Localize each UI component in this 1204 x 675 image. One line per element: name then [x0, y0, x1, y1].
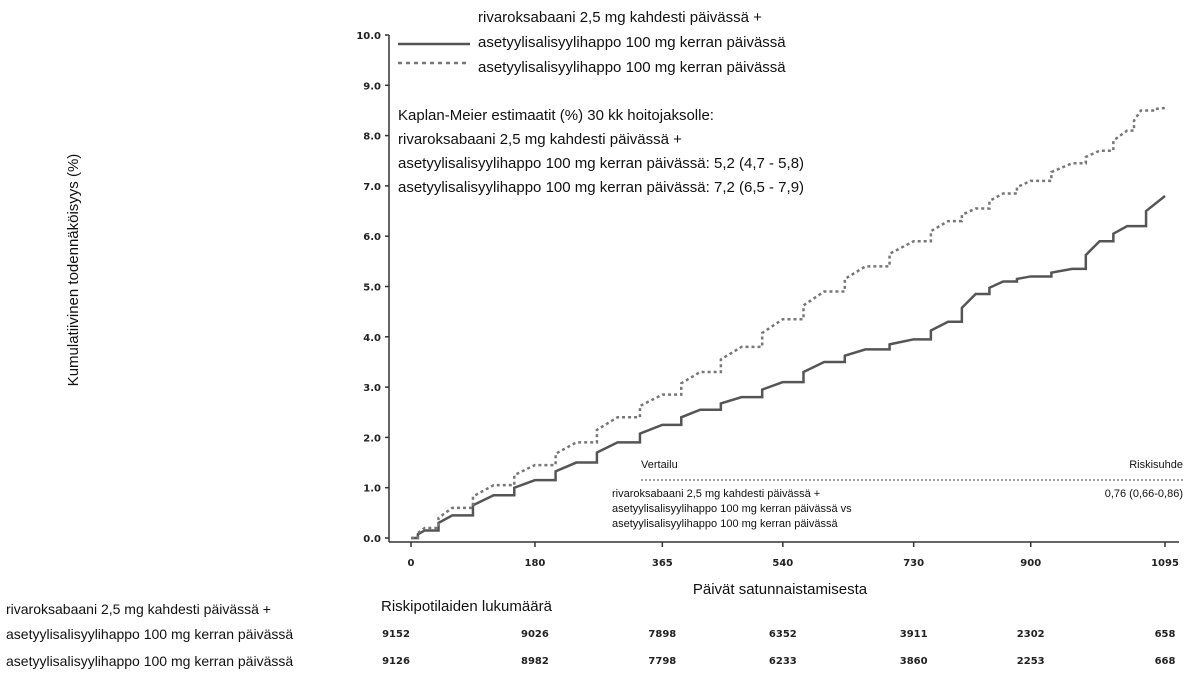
x-tick-label: 900	[1020, 558, 1041, 569]
km-line-2: rivaroksabaani 2,5 mg kahdesti päivässä …	[398, 131, 682, 148]
risk-table-title: Riskipotilaiden lukumäärä	[381, 598, 553, 615]
series-line-asa	[411, 106, 1166, 540]
risk-row-1-label-line1: rivaroksabaani 2,5 mg kahdesti päivässä …	[6, 601, 271, 617]
risk-value: 8982	[521, 656, 549, 667]
y-tick-label: 7.0	[363, 182, 381, 193]
km-line-1: Kaplan-Meier estimaatit (%) 30 kk hoitoj…	[398, 107, 714, 124]
y-tick-label: 10.0	[356, 31, 381, 42]
comparison-line-2: asetyylisalisyylihappo 100 mg kerran päi…	[612, 503, 852, 515]
risk-value: 9152	[382, 629, 410, 640]
risk-table: Riskipotilaiden lukumäärä rivaroksabaani…	[6, 598, 1175, 669]
x-tick-label: 730	[903, 558, 924, 569]
risk-value: 2302	[1017, 629, 1045, 640]
risk-value: 7798	[648, 656, 676, 667]
y-tick-label: 6.0	[363, 232, 381, 243]
hr-value: 0,76 (0,66-0,86)	[1105, 488, 1183, 500]
km-line-4: asetyylisalisyylihappo 100 mg kerran päi…	[398, 179, 804, 196]
y-tick-label: 0.0	[363, 534, 381, 545]
y-tick-label: 3.0	[363, 383, 381, 394]
hr-header: Riskisuhde	[1129, 459, 1183, 471]
legend-entry-1-line1: rivaroksabaani 2,5 mg kahdesti päivässä …	[478, 9, 762, 26]
comparison-line-1: rivaroksabaani 2,5 mg kahdesti päivässä …	[612, 488, 820, 500]
x-tick-label: 180	[525, 558, 546, 569]
x-ticks: 0 180 365 540 730 900 1095	[408, 542, 1179, 569]
x-tick-label: 540	[772, 558, 793, 569]
series-line-rivaroxaban-asa	[411, 194, 1166, 540]
risk-row-2-label: asetyylisalisyylihappo 100 mg kerran päi…	[6, 653, 293, 669]
legend-entry-1-line2: asetyylisalisyylihappo 100 mg kerran päi…	[478, 34, 786, 51]
y-ticks: 0.0 1.0 2.0 3.0 4.0 5.0 6.0 7.0 8.0 9.0 10.0	[356, 31, 389, 545]
risk-value: 658	[1155, 629, 1176, 640]
risk-row-1-label-line2: asetyylisalisyylihappo 100 mg kerran päi…	[6, 626, 293, 642]
risk-value: 3911	[900, 629, 928, 640]
y-tick-label: 1.0	[363, 484, 381, 495]
risk-value: 6352	[769, 629, 797, 640]
comparison-box: Vertailu Riskisuhde rivaroksabaani 2,5 m…	[612, 459, 1183, 530]
km-line-3: asetyylisalisyylihappo 100 mg kerran päi…	[398, 155, 804, 172]
y-tick-label: 2.0	[363, 433, 381, 444]
y-tick-label: 8.0	[363, 132, 381, 143]
legend: rivaroksabaani 2,5 mg kahdesti päivässä …	[398, 9, 786, 76]
y-axis-label: Kumulatiivinen todennäköisyys (%)	[65, 154, 82, 387]
x-axis-label: Päivät satunnaistamisesta	[693, 581, 868, 598]
comparison-header: Vertailu	[641, 459, 678, 471]
risk-value: 3860	[900, 656, 928, 667]
risk-value: 9026	[521, 629, 549, 640]
series	[411, 106, 1166, 540]
risk-values: 9152 9026 7898 6352 3911 2302 658 9126 8982 7798 6…	[382, 629, 1175, 667]
km-estimates: Kaplan-Meier estimaatit (%) 30 kk hoitoj…	[398, 107, 804, 196]
y-tick-label: 5.0	[363, 283, 381, 294]
risk-value: 2253	[1017, 656, 1045, 667]
axes: 0.0 1.0 2.0 3.0 4.0 5.0 6.0 7.0 8.0 9.0 10.0 0 180 3…	[356, 31, 1179, 569]
x-tick-label: 365	[652, 558, 673, 569]
risk-value: 668	[1155, 656, 1176, 667]
comparison-line-3: asetyylisalisyylihappo 100 mg kerran päi…	[612, 518, 838, 530]
risk-value: 9126	[382, 656, 410, 667]
legend-entry-2-label: asetyylisalisyylihappo 100 mg kerran päi…	[478, 59, 786, 76]
x-tick-label: 1095	[1151, 558, 1179, 569]
y-tick-label: 9.0	[363, 81, 381, 92]
risk-value: 7898	[648, 629, 676, 640]
y-tick-label: 4.0	[363, 333, 381, 344]
risk-value: 6233	[769, 656, 797, 667]
x-tick-label: 0	[408, 558, 415, 569]
